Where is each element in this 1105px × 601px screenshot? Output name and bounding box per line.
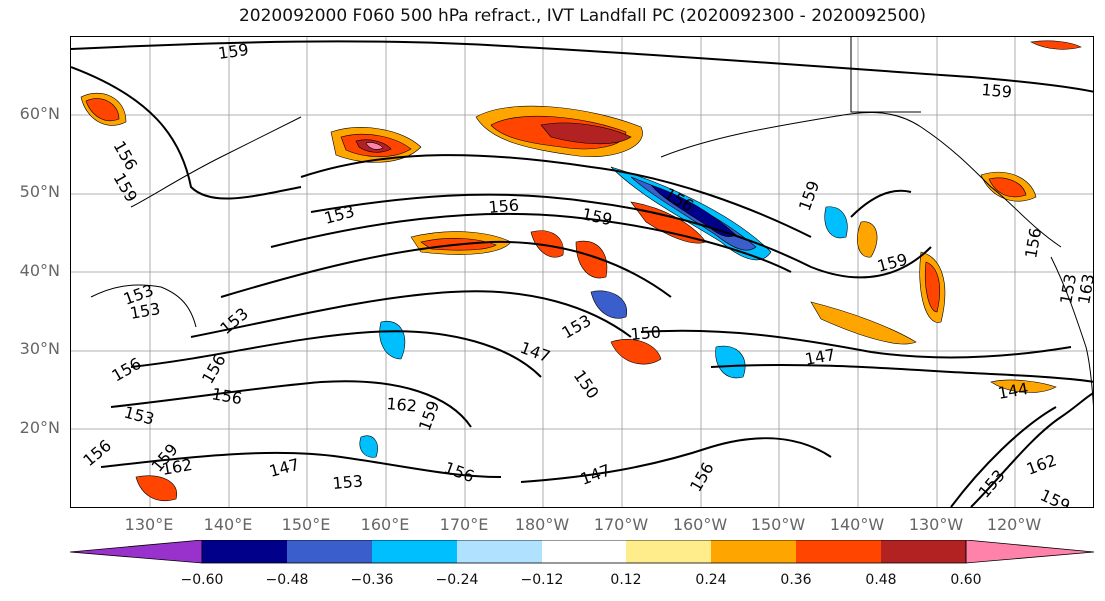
contour-label: 147 <box>267 455 301 481</box>
colorbar-tick: −0.12 <box>520 572 564 588</box>
contour-label: 153 <box>128 299 161 323</box>
lat-label: 20°N <box>19 418 60 437</box>
lon-label: 120°W <box>986 515 1042 534</box>
contour-label: 153 <box>122 403 156 429</box>
contour-label: 159 <box>795 178 823 213</box>
contour-label: 150 <box>570 366 603 402</box>
contour-lines <box>71 40 1093 507</box>
contour-label: 162 <box>386 394 418 416</box>
contour-label: 159 <box>415 398 443 433</box>
colorbar-segment <box>457 540 542 563</box>
contour-label: 156 <box>79 436 115 470</box>
colorbar-extend-high <box>965 540 1095 564</box>
contour-label: 147 <box>578 460 613 488</box>
colorbar-tick: −0.24 <box>435 572 479 588</box>
colorbar <box>70 540 1095 564</box>
contour-label: 156 <box>488 195 520 217</box>
colorbar-tick: 0.60 <box>950 572 982 588</box>
contour-label: 163 <box>1074 272 1094 305</box>
contour-label: 156 <box>1021 226 1045 259</box>
colorbar-extend-low <box>70 540 203 564</box>
contour-label: 156 <box>210 384 243 408</box>
lon-label: 170°E <box>439 515 489 534</box>
lat-label: 30°N <box>19 339 60 358</box>
lon-label: 130°W <box>908 515 964 534</box>
lon-label: 180°W <box>514 515 570 534</box>
colorbar-tick: −0.60 <box>180 572 224 588</box>
lat-label: 40°N <box>19 261 60 280</box>
colorbar-segment <box>796 540 881 563</box>
lon-label: 140°E <box>203 515 253 534</box>
contour-label: 144 <box>996 379 1029 403</box>
contour-label: 153 <box>559 311 595 343</box>
colorbar-segment <box>626 540 711 563</box>
contour-label: 159 <box>580 204 614 229</box>
colorbar-tick: 0.48 <box>865 572 897 588</box>
map-canvas: 159 156 159 153 156 159 156 159 159 159 … <box>71 37 1094 508</box>
contour-label: 156 <box>686 459 718 495</box>
colorbar-segment <box>202 540 287 563</box>
contour-label: 153 <box>332 471 364 493</box>
contour-label: 162 <box>1024 450 1059 478</box>
contour-label: 156 <box>109 354 145 386</box>
lat-label: 50°N <box>19 182 60 201</box>
shaded-field <box>80 40 1082 501</box>
coastlines <box>90 37 1093 406</box>
contour-label: 156 <box>442 458 477 486</box>
contour-label: 159 <box>110 170 142 206</box>
lon-label: 150°E <box>281 515 331 534</box>
colorbar-tick: −0.48 <box>265 572 309 588</box>
lon-label: 140°W <box>829 515 885 534</box>
colorbar-tick: −0.36 <box>350 572 394 588</box>
contour-label: 153 <box>322 202 356 228</box>
colorbar-segment <box>287 540 372 563</box>
colorbar-tick: 0.24 <box>695 572 727 588</box>
contour-label: 159 <box>981 80 1013 102</box>
lon-label: 170°W <box>593 515 649 534</box>
contour-label: 159 <box>217 40 250 63</box>
map-panel: 159 156 159 153 156 159 156 159 159 159 … <box>70 36 1094 508</box>
contour-label: 153 <box>216 304 252 338</box>
contour-label: 159 <box>1037 485 1073 508</box>
colorbar-tick: 0.12 <box>610 572 642 588</box>
colorbar-segment <box>372 540 457 563</box>
lon-label: 160°E <box>360 515 410 534</box>
colorbar-segment <box>881 540 966 563</box>
colorbar-tick: 0.36 <box>780 572 812 588</box>
lon-label: 130°E <box>124 515 174 534</box>
colorbar-segment <box>711 540 796 563</box>
lon-label: 150°W <box>750 515 806 534</box>
colorbar-segment <box>542 540 626 563</box>
contour-label: 156 <box>110 138 142 174</box>
contour-label: 150 <box>630 322 662 344</box>
lon-label: 160°W <box>672 515 728 534</box>
lat-label: 60°N <box>19 104 60 123</box>
map-title: 2020092000 F060 500 hPa refract., IVT La… <box>238 6 926 26</box>
